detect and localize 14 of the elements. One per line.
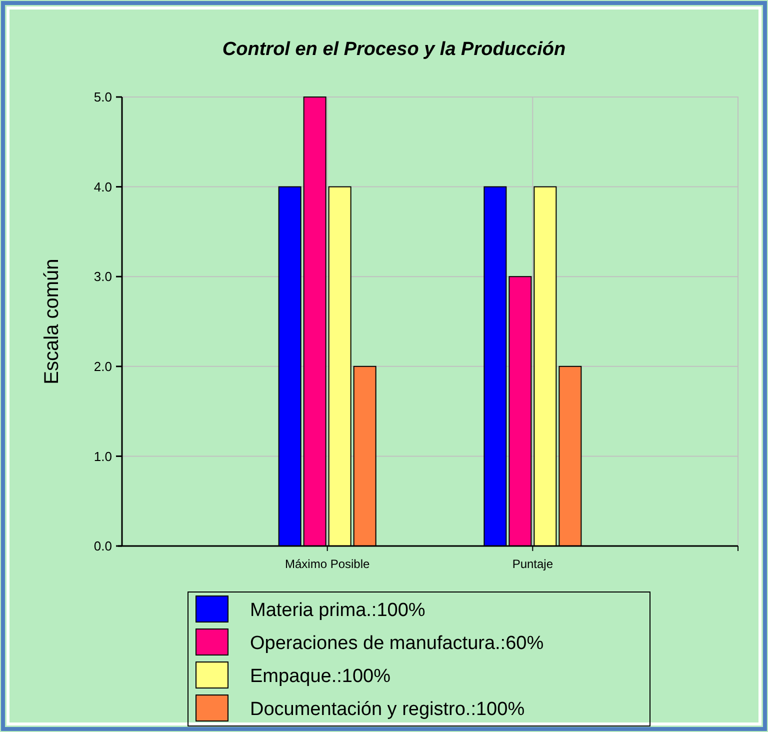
chart-title: Control en el Proceso y la Producción [222,39,566,60]
legend-label: Documentación y registro.:100% [250,699,525,720]
y-tick-label: 4.0 [94,179,112,194]
x-tick-label: Puntaje [512,557,554,571]
x-tick-label: Máximo Posible [284,557,370,571]
y-tick-label: 1.0 [94,448,112,464]
y-tick-label: 3.0 [94,269,112,284]
y-tick-label: 5.0 [94,90,112,105]
y-tick-label: 0.0 [94,538,112,554]
y-axis-title: Escala común [41,258,63,384]
legend-label: Materia prima.:100% [250,600,426,621]
y-tick-label: 2.0 [94,358,112,374]
legend-label: Operaciones de manufactura.:60% [250,633,544,654]
legend-label: Empaque.:100% [250,666,391,687]
